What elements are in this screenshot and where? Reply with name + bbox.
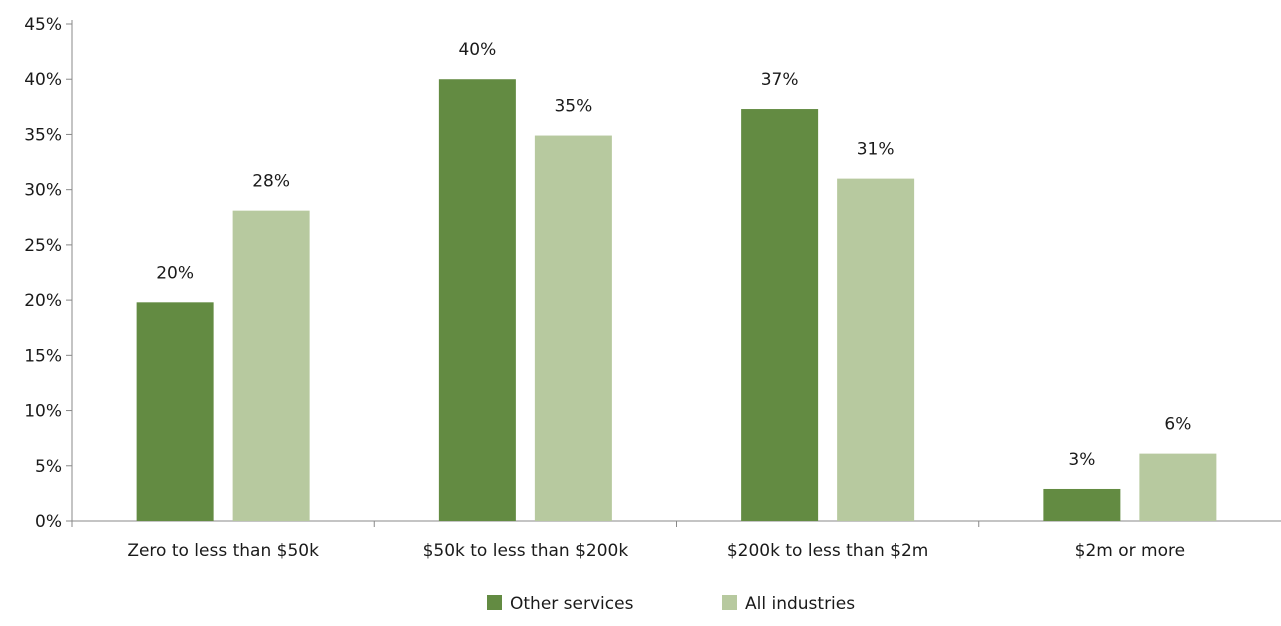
y-tick-label: 10% <box>24 402 62 422</box>
bar-other-services <box>1043 488 1121 521</box>
x-category-label: $50k to less than $200k <box>423 541 629 561</box>
y-tick-label: 15% <box>24 346 62 366</box>
y-tick-label: 25% <box>24 236 62 256</box>
y-tick-label: 20% <box>24 291 62 311</box>
bar-all-industries <box>232 210 310 521</box>
legend-item: Other services <box>487 594 634 614</box>
bar-all-industries <box>534 135 612 521</box>
data-label: 31% <box>857 140 895 160</box>
legend-label: All industries <box>745 594 855 614</box>
y-tick-label: 40% <box>24 70 62 90</box>
y-tick-label: 5% <box>35 457 62 477</box>
x-category-label: Zero to less than $50k <box>127 541 319 561</box>
data-label: 20% <box>156 263 194 283</box>
y-tick-label: 45% <box>24 15 62 35</box>
bar-other-services <box>741 109 819 521</box>
legend-swatch <box>487 595 502 610</box>
data-label: 35% <box>554 97 592 117</box>
x-category-label: $2m or more <box>1075 541 1185 561</box>
y-tick-label: 35% <box>24 125 62 145</box>
legend-item: All industries <box>722 594 855 614</box>
data-label: 6% <box>1164 415 1191 435</box>
bar-other-services <box>438 79 516 521</box>
y-tick-label: 30% <box>24 181 62 201</box>
data-label: 40% <box>458 40 496 60</box>
legend-label: Other services <box>510 594 634 614</box>
bar-other-services <box>136 302 214 521</box>
bar-all-industries <box>837 178 915 521</box>
bar-all-industries <box>1139 453 1217 521</box>
data-label: 37% <box>761 70 799 90</box>
legend-swatch <box>722 595 737 610</box>
x-category-label: $200k to less than $2m <box>727 541 929 561</box>
data-label: 28% <box>252 172 290 192</box>
data-label: 3% <box>1068 450 1095 470</box>
y-tick-label: 0% <box>35 512 62 532</box>
